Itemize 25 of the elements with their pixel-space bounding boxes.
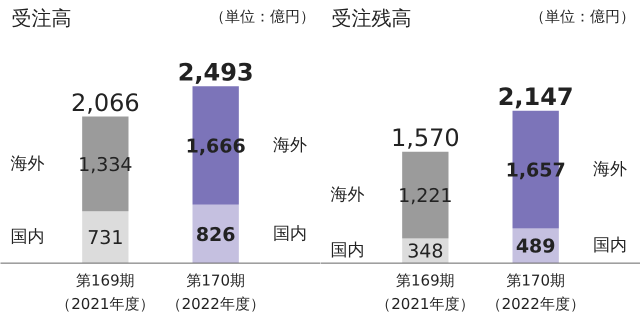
text: 海外 bbox=[330, 185, 365, 206]
x-tick-label: 第170期（2022年度） bbox=[486, 272, 585, 314]
chart-subtitle: （単位：億円） bbox=[210, 8, 315, 26]
text: 国内 bbox=[330, 240, 365, 261]
text: 国内 bbox=[593, 236, 628, 256]
text: 海外 bbox=[273, 135, 308, 156]
x-tick-label: 第169期（2021年度） bbox=[56, 272, 154, 314]
total-label: 2,147 bbox=[498, 83, 574, 112]
total-label: 1,570 bbox=[390, 124, 460, 152]
text: 国内 bbox=[10, 227, 45, 248]
chart-title: 受注残高 bbox=[332, 6, 412, 30]
bar bbox=[82, 211, 128, 264]
data-label: 489 bbox=[516, 236, 556, 258]
data-label: 731 bbox=[87, 227, 124, 250]
chart-subtitle: （単位：億円） bbox=[530, 8, 635, 26]
total-label: 2,066 bbox=[70, 88, 140, 117]
text: 国内 bbox=[273, 224, 308, 244]
x-tick-label: 第169期（2021年度） bbox=[376, 272, 474, 314]
text: 海外 bbox=[10, 154, 45, 174]
data-label: 826 bbox=[196, 224, 236, 246]
total-label: 2,493 bbox=[178, 58, 254, 87]
data-label: 348 bbox=[407, 240, 444, 263]
x-tick-label: 第170期（2022年度） bbox=[166, 272, 265, 314]
text: 海外 bbox=[593, 160, 628, 180]
chart-title: 受注高 bbox=[12, 6, 72, 30]
